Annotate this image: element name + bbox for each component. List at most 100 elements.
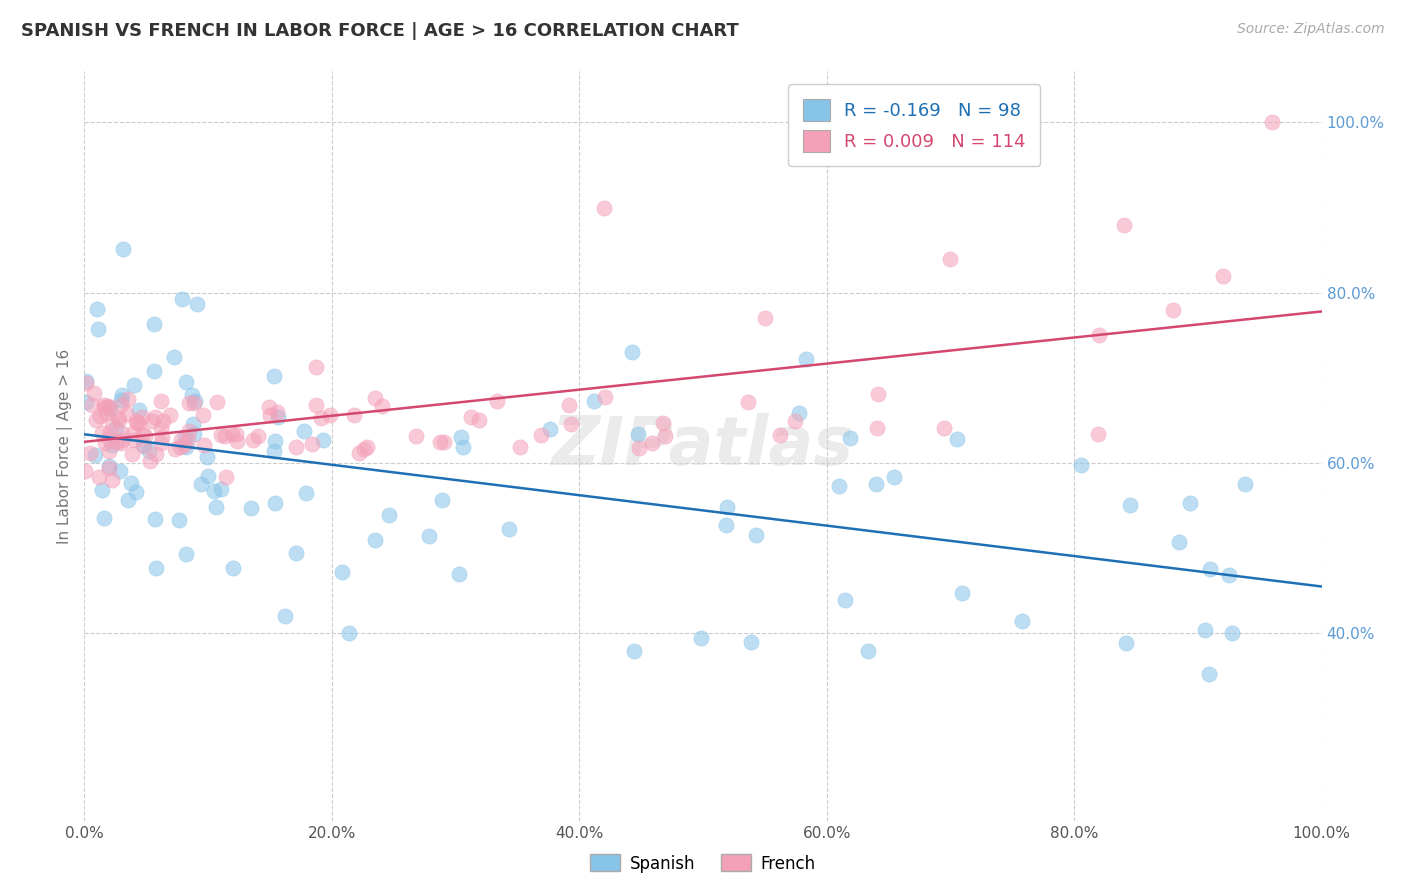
Point <box>337 625 360 640</box>
Point <box>167 513 190 527</box>
Point <box>538 422 561 436</box>
Point <box>177 433 200 447</box>
Point <box>1087 427 1109 442</box>
Point <box>319 409 342 423</box>
Point <box>560 417 582 431</box>
Point <box>80 398 103 412</box>
Point <box>418 529 440 543</box>
Point <box>107 410 129 425</box>
Point <box>1178 495 1201 509</box>
Point <box>86 321 108 335</box>
Point <box>169 440 191 454</box>
Point <box>460 409 482 424</box>
Point <box>163 442 186 456</box>
Point <box>89 470 111 484</box>
Point <box>100 415 122 429</box>
Point <box>190 476 212 491</box>
Point <box>174 440 197 454</box>
Point <box>97 401 120 415</box>
Point <box>737 394 759 409</box>
Point <box>150 430 173 444</box>
Point <box>530 428 553 442</box>
Point <box>112 243 135 257</box>
Point <box>183 427 205 442</box>
Text: Source: ZipAtlas.com: Source: ZipAtlas.com <box>1237 22 1385 37</box>
Point <box>202 483 225 498</box>
Point <box>94 406 117 420</box>
Point <box>222 560 245 574</box>
Point <box>690 631 713 645</box>
Point <box>179 396 201 410</box>
Point <box>125 484 148 499</box>
Point <box>509 440 531 454</box>
Point <box>945 432 967 446</box>
Point <box>486 393 509 408</box>
Point <box>1119 498 1142 512</box>
Point <box>132 438 155 452</box>
Point <box>301 437 323 451</box>
Point <box>209 482 232 496</box>
Point <box>111 425 134 440</box>
Point <box>128 403 150 417</box>
Point <box>347 446 370 460</box>
Point <box>356 440 378 454</box>
Point <box>111 433 134 447</box>
Point <box>197 468 219 483</box>
Point <box>429 434 451 449</box>
Point <box>640 435 662 450</box>
Point <box>128 416 150 430</box>
Point <box>75 376 97 390</box>
Point <box>125 416 148 430</box>
Point <box>139 454 162 468</box>
Point <box>651 416 673 430</box>
Point <box>364 391 387 405</box>
Point <box>856 644 879 658</box>
Point <box>111 388 134 402</box>
Point <box>1011 614 1033 628</box>
Point <box>150 435 173 450</box>
Point <box>1194 623 1216 637</box>
Point <box>305 398 328 412</box>
Point <box>159 408 181 422</box>
Point <box>193 438 215 452</box>
Point <box>170 433 193 447</box>
Text: SPANISH VS FRENCH IN LABOR FORCE | AGE > 16 CORRELATION CHART: SPANISH VS FRENCH IN LABOR FORCE | AGE >… <box>21 22 738 40</box>
Point <box>225 427 247 442</box>
Point <box>98 444 121 458</box>
Point <box>1233 477 1256 491</box>
Legend: R = -0.169   N = 98, R = 0.009   N = 114: R = -0.169 N = 98, R = 0.009 N = 114 <box>789 84 1040 166</box>
Point <box>110 436 132 450</box>
Point <box>627 426 650 441</box>
Point <box>1112 218 1135 232</box>
Point <box>174 375 197 389</box>
Point <box>75 395 97 409</box>
Legend: Spanish, French: Spanish, French <box>583 847 823 880</box>
Point <box>121 475 143 490</box>
Point <box>143 410 166 425</box>
Point <box>311 433 333 447</box>
Point <box>620 344 643 359</box>
Point <box>242 434 264 448</box>
Point <box>868 387 890 401</box>
Point <box>145 447 167 461</box>
Point <box>110 392 132 407</box>
Point <box>593 390 616 404</box>
Point <box>134 429 156 443</box>
Point <box>284 545 307 559</box>
Point <box>93 401 115 415</box>
Point <box>141 414 163 428</box>
Point <box>205 395 228 409</box>
Point <box>883 470 905 484</box>
Point <box>122 378 145 392</box>
Point <box>582 393 605 408</box>
Point <box>186 296 208 310</box>
Point <box>783 413 806 427</box>
Point <box>740 634 762 648</box>
Point <box>330 565 353 579</box>
Point <box>117 492 139 507</box>
Point <box>378 508 401 522</box>
Point <box>93 398 115 412</box>
Point <box>131 409 153 424</box>
Point <box>104 420 127 434</box>
Point <box>257 400 280 414</box>
